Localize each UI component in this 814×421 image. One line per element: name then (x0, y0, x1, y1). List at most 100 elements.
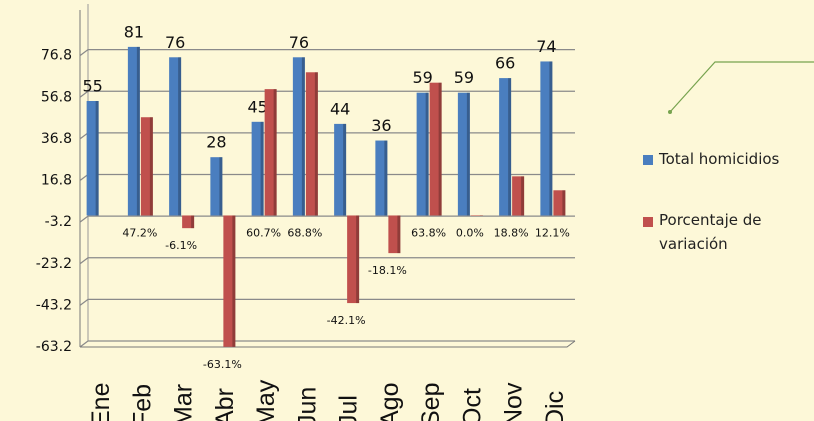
y-tick-label: -3.2 (45, 214, 72, 230)
bar-side (562, 190, 566, 216)
bar (140, 117, 153, 216)
bar (305, 72, 318, 216)
bar-side (549, 61, 553, 216)
data-label: 81 (124, 22, 144, 41)
bar-side (479, 215, 483, 216)
data-label: -42.1% (327, 314, 366, 327)
y-tick-label: 76.8 (41, 48, 72, 64)
data-label: 66 (495, 54, 515, 73)
y-tick-label: 56.8 (41, 89, 72, 105)
y-tick-label: 16.8 (41, 173, 72, 189)
bar-side (149, 117, 153, 216)
data-label: -6.1% (165, 239, 197, 252)
bar-side (466, 92, 470, 216)
data-label: 36 (371, 116, 391, 135)
grid-line (79, 90, 575, 98)
x-tick-label: Sep (417, 383, 445, 421)
y-tick-label: -63.2 (36, 339, 72, 355)
bar (553, 190, 566, 216)
data-label: -18.1% (368, 264, 407, 277)
bar (210, 157, 223, 216)
data-label: 28 (206, 133, 226, 152)
bar (375, 140, 388, 216)
leader-line (669, 61, 814, 113)
data-label: 12.1% (535, 226, 570, 239)
data-label: 76 (165, 33, 185, 52)
bar-side (301, 57, 305, 216)
legend-swatch (643, 217, 653, 227)
grid-line (79, 215, 575, 223)
data-label: 59 (454, 68, 474, 87)
data-label: 76 (289, 33, 309, 52)
bar (223, 215, 236, 347)
bar (182, 215, 195, 229)
bar (264, 89, 277, 216)
bar-side (508, 78, 512, 216)
x-tick-label: Dic (541, 391, 569, 421)
bar (388, 215, 401, 254)
data-label: 74 (536, 37, 556, 56)
bar (334, 123, 347, 216)
bar (292, 57, 305, 216)
bar (512, 176, 525, 216)
bar-side (219, 157, 223, 216)
grid-line (79, 257, 575, 265)
data-label: 59 (412, 68, 432, 87)
bar-side (260, 121, 264, 216)
data-label: 55 (82, 76, 102, 95)
bar-side (356, 215, 360, 304)
bar (457, 92, 470, 216)
y-tick-label: -43.2 (36, 297, 72, 313)
legend-item: Porcentaje de variación (643, 211, 803, 256)
bar-side (397, 215, 401, 254)
data-label: 44 (330, 99, 350, 118)
bar (429, 82, 442, 216)
leader-dot (668, 110, 672, 114)
bar (499, 78, 512, 216)
legend-swatch (643, 155, 653, 165)
x-tick-label: Jul (335, 395, 363, 421)
bar-side (136, 46, 140, 216)
x-tick-label: Nov (500, 382, 528, 421)
x-tick-label: Feb (128, 384, 156, 421)
x-tick-label: Mar (170, 384, 198, 421)
bar (540, 61, 553, 216)
floor (80, 340, 576, 348)
bar-side (191, 215, 195, 229)
x-tick-label: Oct (458, 388, 486, 421)
data-label: 45 (247, 97, 267, 116)
bar (347, 215, 360, 304)
bar (416, 92, 429, 216)
grid-line (79, 298, 575, 306)
bar-side (438, 82, 442, 216)
bar-side (273, 89, 277, 216)
x-tick-label: Ago (376, 383, 404, 421)
y-tick-label: 36.8 (41, 131, 72, 147)
data-label: 47.2% (122, 226, 157, 239)
bar (251, 121, 264, 216)
x-tick-label: Ene (87, 383, 115, 421)
bar-side (95, 100, 99, 216)
x-tick-label: May (252, 379, 280, 421)
bar-side (314, 72, 318, 216)
bar (470, 215, 483, 216)
legend-item: Total homicidios (643, 150, 779, 168)
grid-line (79, 49, 575, 57)
data-label: 0.0% (456, 226, 484, 239)
data-label: 63.8% (411, 226, 446, 239)
data-label: 60.7% (246, 226, 281, 239)
bar-side (178, 57, 182, 216)
x-tick-label: Abr (211, 388, 239, 421)
bar-side (232, 215, 236, 347)
bar-side (425, 92, 429, 216)
data-label: 18.8% (494, 226, 529, 239)
bar-side (384, 140, 388, 216)
bar (86, 100, 99, 216)
data-label: -63.1% (203, 358, 242, 371)
legend-label: Total homicidios (659, 150, 780, 168)
bar-side (343, 123, 347, 216)
legend-label: Porcentaje de variación (659, 211, 762, 253)
x-tick-label: Jun (293, 387, 321, 421)
